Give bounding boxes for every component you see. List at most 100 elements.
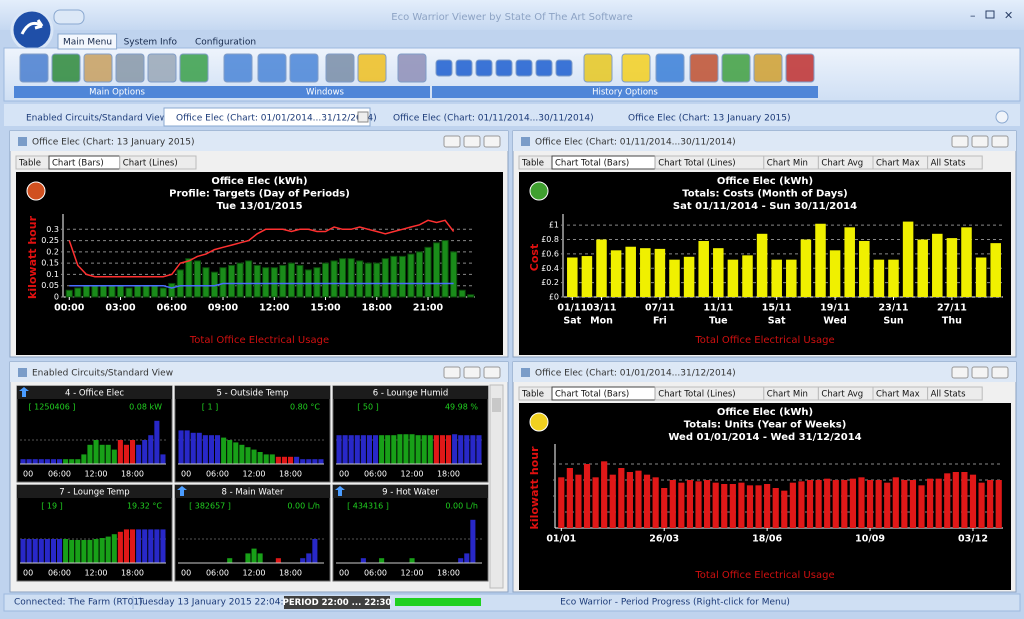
bar	[364, 262, 372, 298]
toolbar-button[interactable]	[179, 53, 209, 83]
view-tab-label[interactable]: Chart Min	[767, 159, 808, 169]
view-tab-label[interactable]: Table	[18, 159, 41, 169]
toolbar-button[interactable]	[223, 53, 253, 83]
toolbar-button[interactable]	[515, 59, 533, 77]
view-tab-label[interactable]: Chart (Lines)	[123, 159, 178, 169]
bar	[142, 285, 150, 298]
bar	[74, 287, 82, 298]
toolbar-button[interactable]	[495, 59, 513, 77]
view-tab-label[interactable]: All Stats	[931, 159, 967, 169]
view-tab-label[interactable]: Chart Avg	[821, 390, 863, 400]
tile[interactable]	[174, 484, 331, 582]
view-tab-label[interactable]: All Stats	[931, 390, 967, 400]
toolbar-button[interactable]	[19, 53, 49, 83]
bar	[859, 240, 870, 297]
toolbar-button[interactable]	[115, 53, 145, 83]
view-tab-label[interactable]: Chart Min	[767, 390, 808, 400]
tile-bar	[111, 449, 117, 464]
bar	[652, 477, 659, 528]
view-tab-label[interactable]: Chart Max	[876, 159, 920, 169]
app-button[interactable]	[10, 8, 54, 52]
minimize[interactable]: –	[970, 9, 976, 22]
menu-tab-active[interactable]	[57, 33, 118, 50]
toolbar-button[interactable]	[435, 59, 453, 77]
doc-tab[interactable]: Office Elec (Chart: 01/01/2014...31/12/2…	[176, 114, 377, 124]
bar	[227, 264, 236, 298]
bar	[713, 248, 724, 297]
toolbar-button[interactable]	[289, 53, 319, 83]
toolbar-button[interactable]	[455, 59, 473, 77]
view-tab-label[interactable]: Table	[521, 390, 544, 400]
view-tab-label[interactable]: Table	[521, 159, 544, 169]
tile[interactable]	[16, 385, 173, 483]
view-tab-label[interactable]: Chart (Bars)	[52, 159, 104, 169]
view-tab-label[interactable]: Chart Total (Lines)	[658, 159, 735, 169]
tile-bar	[433, 435, 439, 464]
toolbar-button[interactable]	[689, 53, 719, 83]
toolbar-button[interactable]	[655, 53, 685, 83]
menu-tab[interactable]: Main Menu	[63, 38, 112, 48]
menu-tab[interactable]: System Info	[124, 38, 178, 48]
tile[interactable]	[332, 484, 489, 582]
view-tab[interactable]	[927, 155, 983, 170]
toolbar-button[interactable]	[325, 53, 355, 83]
tile-bar	[38, 459, 44, 464]
tile[interactable]	[332, 385, 489, 483]
scrollbar[interactable]	[489, 384, 504, 589]
panel-button[interactable]	[971, 135, 989, 148]
toolbar-button[interactable]	[475, 59, 493, 77]
panel-button[interactable]	[483, 366, 501, 379]
toolbar-button[interactable]	[535, 59, 553, 77]
menu-tab[interactable]: Configuration	[195, 38, 256, 48]
toolbar-button[interactable]	[583, 53, 613, 83]
toolbar-button[interactable]	[721, 53, 751, 83]
doc-tab-active[interactable]	[163, 107, 371, 127]
view-tab-label[interactable]: Chart Total (Bars)	[555, 390, 629, 400]
panel-button[interactable]	[463, 366, 481, 379]
panel-button[interactable]	[443, 366, 461, 379]
toolbar-button[interactable]	[753, 53, 783, 83]
doc-tab[interactable]: Office Elec (Chart: 01/11/2014...30/11/2…	[393, 114, 594, 124]
doc-tab[interactable]: Enabled Circuits/Standard View	[26, 114, 167, 124]
bar	[932, 233, 943, 297]
panel-button[interactable]	[951, 366, 969, 379]
maximize[interactable]	[985, 10, 995, 19]
panel-button[interactable]	[443, 135, 461, 148]
tile-bar	[281, 456, 287, 464]
doc-tab-close[interactable]	[357, 111, 369, 123]
panel-button[interactable]	[463, 135, 481, 148]
panel-button[interactable]	[951, 135, 969, 148]
toolbar-button[interactable]	[785, 53, 815, 83]
toolbar-button[interactable]	[555, 59, 573, 77]
panel-button[interactable]	[971, 366, 989, 379]
x-tick-label: 10/09	[855, 534, 885, 545]
toolbar-button[interactable]	[51, 53, 81, 83]
quick-access[interactable]	[53, 9, 85, 25]
scroll-thumb[interactable]	[492, 398, 501, 412]
view-tab[interactable]	[927, 386, 983, 401]
panel-button[interactable]	[991, 135, 1009, 148]
doc-tab[interactable]: Office Elec (Chart: 13 January 2015)	[628, 114, 791, 124]
tile-x-label: 00	[181, 569, 191, 578]
tile-bar	[342, 435, 348, 464]
toolbar-button[interactable]	[83, 53, 113, 83]
panel-button[interactable]	[483, 135, 501, 148]
view-tab[interactable]	[119, 155, 197, 170]
toolbar-button[interactable]	[621, 53, 651, 83]
tile-bar	[160, 529, 166, 563]
view-tab-label[interactable]: Chart Max	[876, 390, 920, 400]
bar	[185, 258, 193, 298]
panel-button[interactable]	[991, 366, 1009, 379]
ribbon-group-label: History Options	[592, 88, 658, 98]
view-tab-label[interactable]: Chart Avg	[821, 159, 863, 169]
bar	[450, 251, 458, 298]
toolbar-button[interactable]	[257, 53, 287, 83]
view-tab-label[interactable]: Chart Total (Bars)	[555, 159, 629, 169]
close[interactable]: ✕	[1004, 9, 1013, 22]
doc-tab-menu[interactable]	[995, 110, 1009, 124]
toolbar-button[interactable]	[147, 53, 177, 83]
toolbar-button[interactable]	[357, 53, 387, 83]
tile-bar	[257, 553, 263, 563]
toolbar-button[interactable]	[397, 53, 427, 83]
view-tab-label[interactable]: Chart Total (Lines)	[658, 390, 735, 400]
